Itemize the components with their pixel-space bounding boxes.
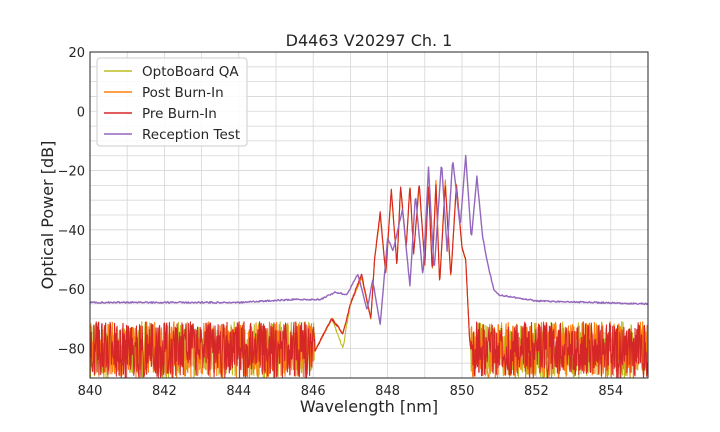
series-line-reception-test [90,154,648,325]
legend-label: Pre Burn-In [142,106,217,122]
x-tick-labels: 840 842 844 846 848 850 852 854 [78,384,624,399]
y-tick-label: −80 [58,342,85,357]
y-tick-label: −60 [58,283,85,298]
x-tick-label: 854 [598,384,623,399]
x-tick-label: 848 [375,384,400,399]
legend-box [96,57,248,147]
x-axis-label: Wavelength [nm] [300,397,438,416]
chart-title: D4463 V20297 Ch. 1 [286,31,453,50]
y-tick-label: 20 [68,46,85,61]
x-tick-label: 852 [524,384,549,399]
y-tick-label: −40 [58,224,85,239]
legend-label: Reception Test [142,127,240,143]
y-tick-label: −20 [58,165,85,180]
plot-frame [89,51,649,379]
legend-label: OptoBoard QA [142,64,239,80]
x-tick-label: 844 [226,384,251,399]
x-tick-label: 842 [152,384,177,399]
y-tick-label: 0 [77,105,85,120]
x-tick-label: 840 [78,384,103,399]
y-axis-label: Optical Power [dB] [38,141,57,290]
x-tick-label: 846 [301,384,326,399]
legend-label: Post Burn-In [142,85,224,101]
legend: OptoBoard QA Post Burn-In Pre Burn-In Recep… [96,57,248,147]
series-line-pre-burn-in [90,184,648,378]
y-tick-labels: −80 −60 −40 −20 0 20 [58,46,85,357]
x-tick-label: 850 [450,384,475,399]
series-layer [90,154,648,378]
